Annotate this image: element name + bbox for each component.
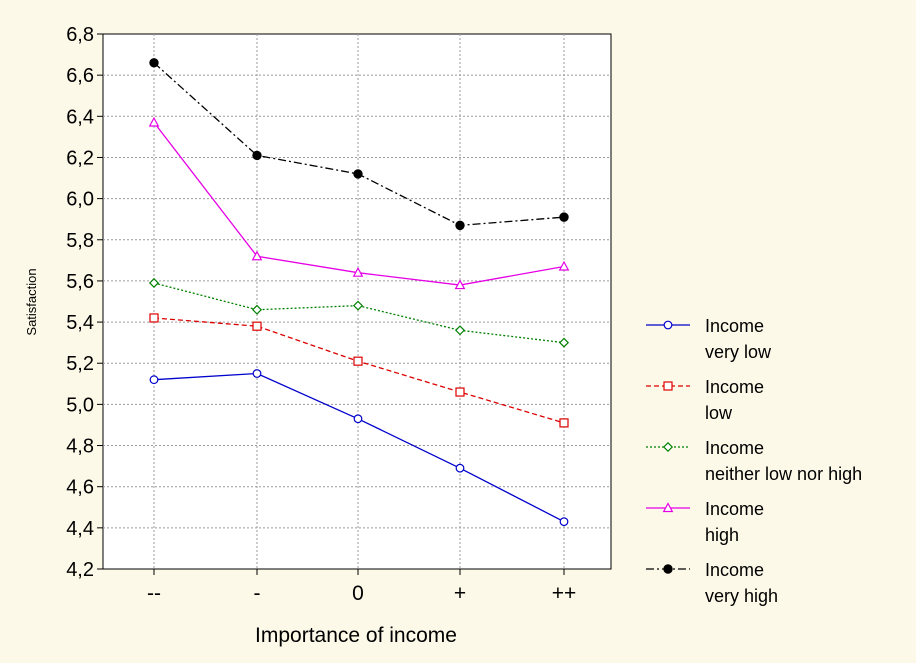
y-tick-label: 5,4 — [66, 312, 94, 334]
legend-item: Income neither low nor high — [646, 438, 862, 484]
data-point — [559, 517, 569, 527]
legend-label-line1: Income — [705, 560, 764, 580]
legend-label-line1: Income — [705, 438, 764, 458]
series-line-high — [148, 116, 570, 290]
data-point — [559, 212, 569, 222]
legend: Income very low Income low Income neither low… — [646, 316, 862, 606]
data-point — [454, 325, 466, 336]
x-tick-label: ++ — [552, 582, 577, 605]
y-tick-label: 6,8 — [66, 24, 94, 46]
data-point — [352, 266, 364, 277]
data-point — [353, 356, 363, 366]
legend-label-line2: neither low nor high — [705, 464, 862, 484]
data-point — [149, 375, 159, 385]
x-tick-label: -- — [147, 582, 161, 605]
data-point — [148, 277, 160, 289]
y-axis-label: Satisfaction — [24, 268, 39, 335]
data-point — [455, 463, 465, 473]
y-tick-label: 5,6 — [66, 271, 94, 293]
x-tick-label: 0 — [352, 582, 364, 605]
data-point — [352, 300, 364, 311]
legend-marker-swatch — [663, 320, 673, 330]
y-axis-ticks: 4,2 4,4 4,6 4,8 5,0 5,2 5,4 5,6 5,8 6,0 6,2 6,4 6,6 6… — [66, 24, 103, 581]
data-point — [558, 260, 570, 271]
y-tick-label: 4,2 — [66, 559, 94, 581]
legend-item: Income low — [646, 377, 764, 423]
data-point — [149, 313, 159, 323]
x-tick-label: + — [454, 582, 466, 605]
series-line-very-high — [149, 58, 569, 231]
legend-label-line2: low — [705, 403, 733, 423]
legend-label-line2: high — [705, 525, 739, 545]
y-tick-label: 4,6 — [66, 477, 94, 499]
data-point — [454, 279, 466, 290]
legend-label-line2: very low — [705, 342, 772, 362]
data-point — [252, 150, 262, 161]
data-point — [252, 321, 262, 331]
data-point — [455, 220, 465, 231]
y-tick-label: 6,6 — [66, 65, 94, 87]
legend-marker-swatch — [663, 381, 673, 391]
data-point — [251, 304, 263, 315]
data-point — [149, 58, 159, 68]
legend-label-line2: very high — [705, 586, 778, 606]
legend-label-line1: Income — [705, 499, 764, 519]
legend-item: Income high — [646, 499, 764, 545]
data-point — [148, 116, 160, 127]
legend-label-line1: Income — [705, 377, 764, 397]
data-point — [251, 250, 263, 261]
y-tick-label: 5,2 — [66, 353, 94, 375]
plot-area — [102, 33, 612, 570]
y-tick-label: 6,0 — [66, 189, 94, 211]
data-point — [558, 337, 570, 348]
legend-label-line1: Income — [705, 316, 764, 336]
legend-marker-swatch — [662, 502, 674, 513]
series-line-neither-low-nor-high — [148, 277, 570, 348]
legend-marker-swatch — [662, 441, 674, 453]
x-axis-ticks: -- -0 + ++ — [147, 569, 576, 605]
y-tick-label: 6,4 — [66, 106, 94, 128]
data-point — [353, 414, 363, 424]
x-axis-label: Importance of income — [255, 624, 457, 647]
data-point — [252, 369, 262, 378]
legend-item: Income very high — [646, 560, 778, 606]
y-tick-label: 5,8 — [66, 230, 94, 252]
data-point — [353, 169, 363, 179]
y-tick-label: 6,2 — [66, 147, 94, 169]
y-tick-label: 5,0 — [66, 394, 94, 416]
legend-item: Income very low — [646, 316, 772, 362]
data-point — [455, 387, 465, 397]
y-tick-label: 4,8 — [66, 436, 94, 458]
data-point — [559, 418, 569, 428]
series-group — [148, 58, 570, 527]
x-tick-label: - — [254, 582, 261, 605]
grid-lines — [103, 34, 611, 569]
series-line-very-low — [149, 369, 569, 527]
y-tick-label: 4,4 — [66, 518, 94, 540]
series-line-low — [149, 313, 569, 428]
legend-marker-swatch — [663, 564, 673, 574]
